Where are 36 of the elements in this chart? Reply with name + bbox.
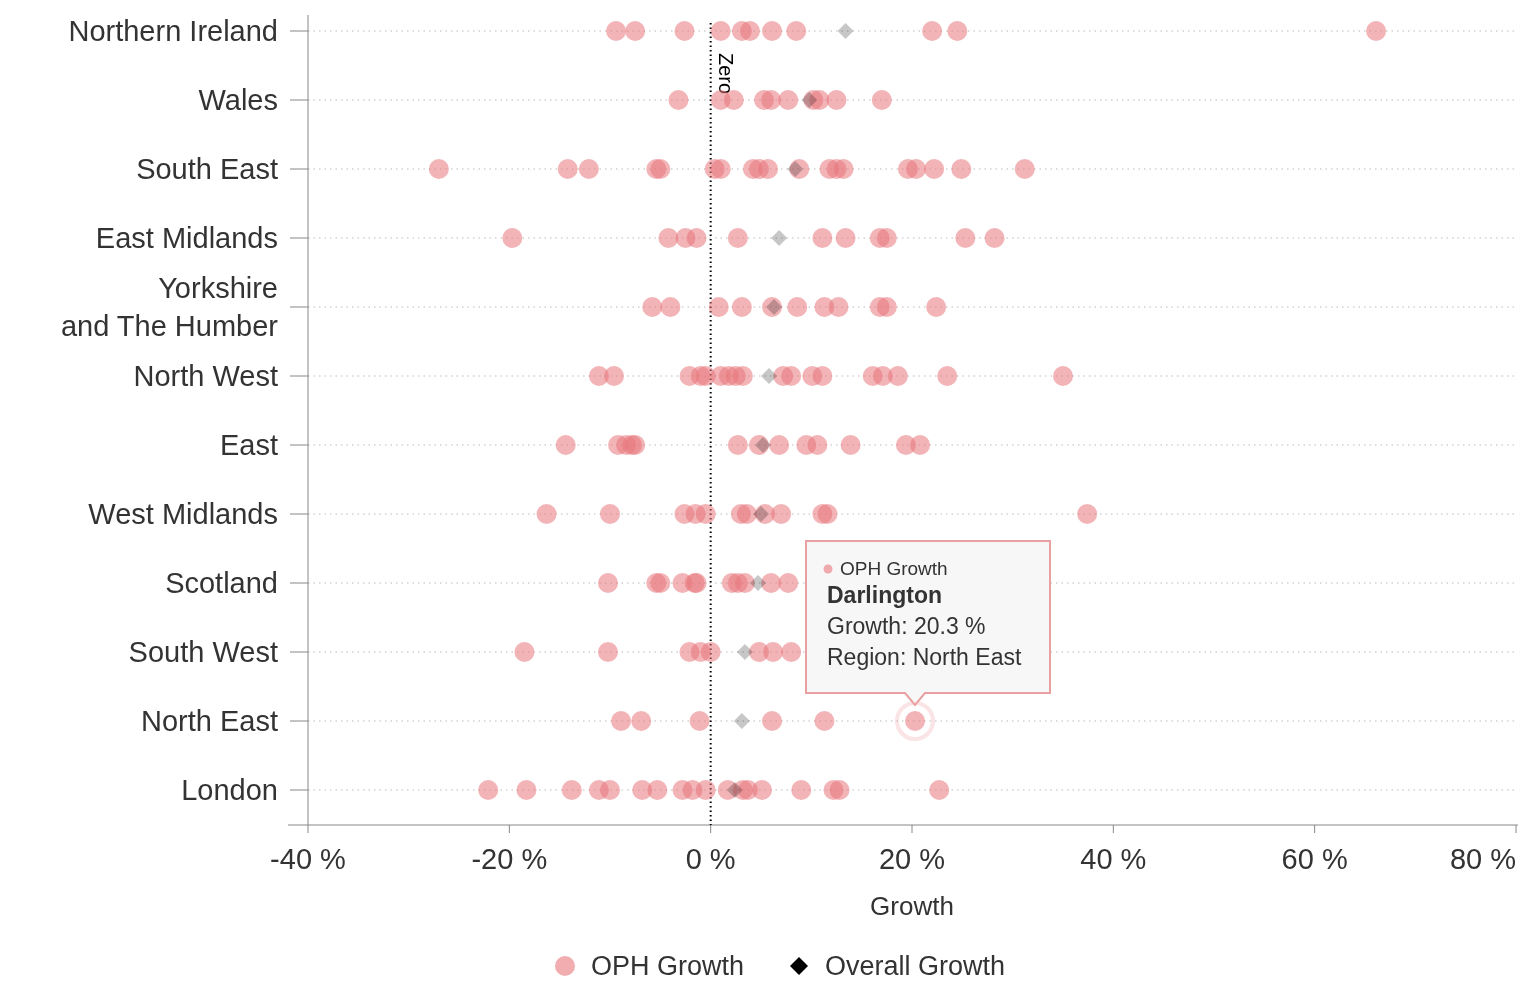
y-tick-label: Scotland — [165, 567, 278, 599]
x-tick-label: 80 % — [1449, 843, 1516, 875]
point — [736, 644, 753, 660]
legend-label: OPH Growth — [591, 951, 745, 981]
x-tick-label: 20 % — [878, 843, 946, 875]
point — [749, 575, 766, 591]
y-tick-label: Northern Ireland — [68, 15, 278, 47]
annotation: OPH Growth Darlington Growth: 20.3 % Region: North East — [827, 558, 1022, 670]
point — [787, 161, 804, 177]
y-tick-label: South East — [136, 153, 278, 185]
ref-line-label: Zero — [714, 53, 737, 95]
x-tick-label: 0 % — [685, 843, 736, 875]
point — [733, 713, 750, 729]
legend-label: Overall Growth — [825, 951, 1006, 981]
point — [771, 230, 788, 246]
point — [755, 437, 772, 453]
x-tick-label: -40 % — [270, 843, 346, 875]
y-tick-label: East — [219, 429, 278, 461]
point — [761, 368, 778, 384]
point — [726, 782, 743, 798]
x-tick-label: -20 % — [471, 843, 548, 875]
y-tick-label: North West — [133, 360, 278, 392]
x-tick-label: 40 % — [1080, 843, 1147, 875]
x-axis-title: Growth — [870, 891, 954, 921]
point — [837, 23, 854, 39]
y-tick-label: North East — [141, 705, 278, 737]
x-tick-label: 60 % — [1281, 843, 1348, 875]
y-tick-label: East Midlands — [95, 222, 278, 254]
point — [753, 506, 769, 522]
y-tick-label: Yorkshire and The Humber — [60, 272, 279, 342]
y-tick-label: South West — [128, 636, 278, 668]
y-tick-label: London — [181, 774, 278, 806]
y-tick-label: Wales — [198, 84, 278, 116]
y-tick-label: West Midlands — [88, 498, 278, 530]
point — [801, 92, 818, 108]
point — [766, 299, 783, 315]
